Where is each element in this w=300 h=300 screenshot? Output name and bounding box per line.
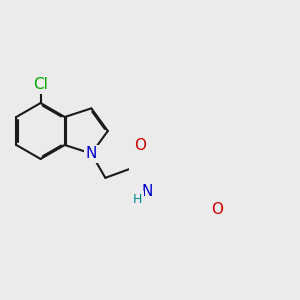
Text: Cl: Cl [33, 77, 48, 92]
Text: N: N [142, 184, 153, 199]
Text: N: N [86, 146, 97, 161]
Text: O: O [134, 138, 146, 153]
Text: H: H [133, 193, 142, 206]
Text: O: O [211, 202, 223, 217]
